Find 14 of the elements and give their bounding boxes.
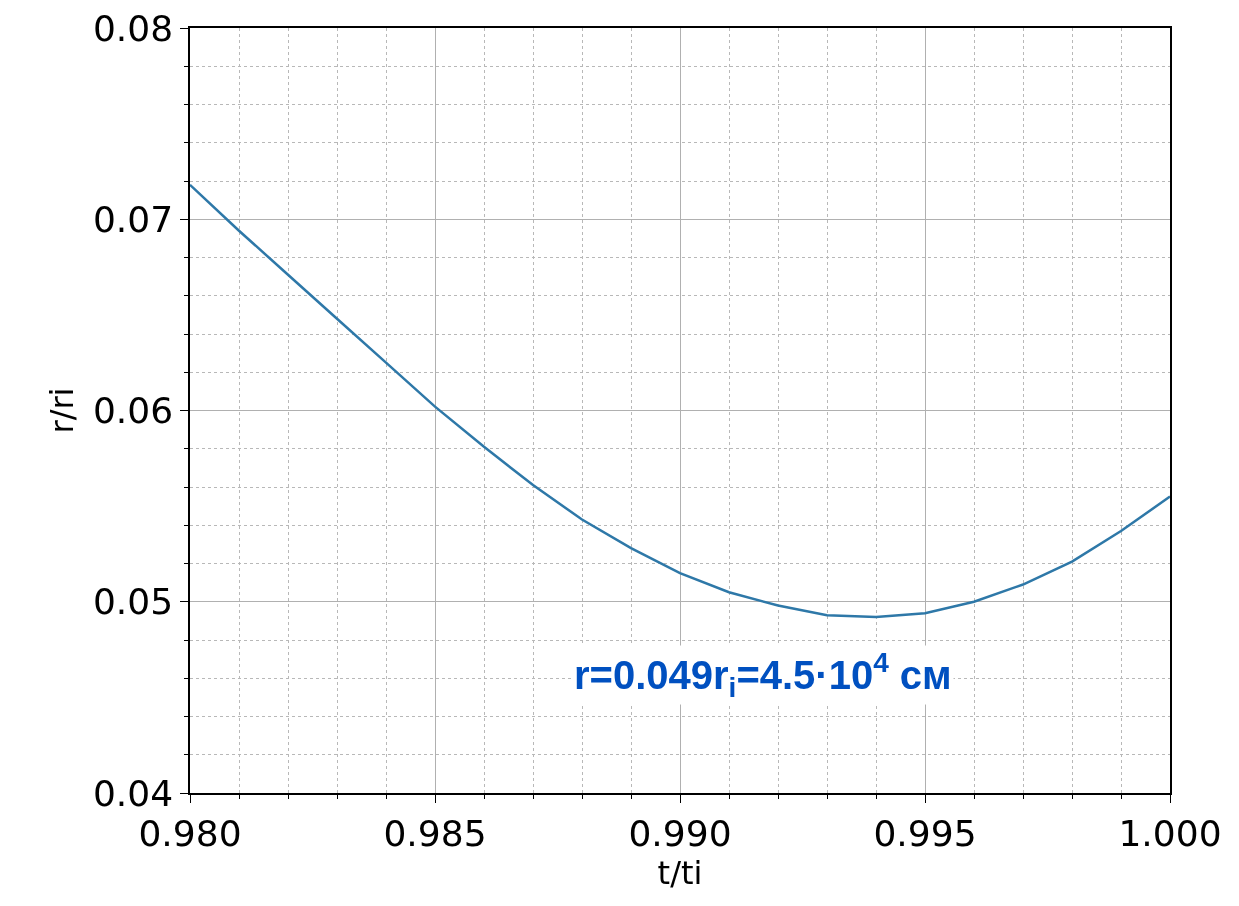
- y-tick-label: 0.06: [92, 390, 174, 432]
- x-tick-label: 0.985: [383, 812, 487, 854]
- y-tick-label: 0.08: [92, 7, 174, 49]
- x-tick-label: 0.990: [628, 812, 732, 854]
- line-series: [190, 183, 1170, 619]
- y-tick-label: 0.05: [92, 581, 174, 623]
- x-tick-label: 0.995: [873, 812, 977, 854]
- x-axis-title: t/ti: [657, 853, 703, 892]
- y-tick-label: 0.04: [92, 772, 174, 814]
- y-tick-label: 0.07: [92, 198, 174, 240]
- x-tick-label: 0.980: [138, 812, 242, 854]
- x-tick-label: 1.000: [1118, 812, 1222, 854]
- annotation: r=0.049r$_{i}$=4.5·10$^{4}$ см: [574, 647, 952, 704]
- y-axis-title: r/ri: [42, 387, 81, 434]
